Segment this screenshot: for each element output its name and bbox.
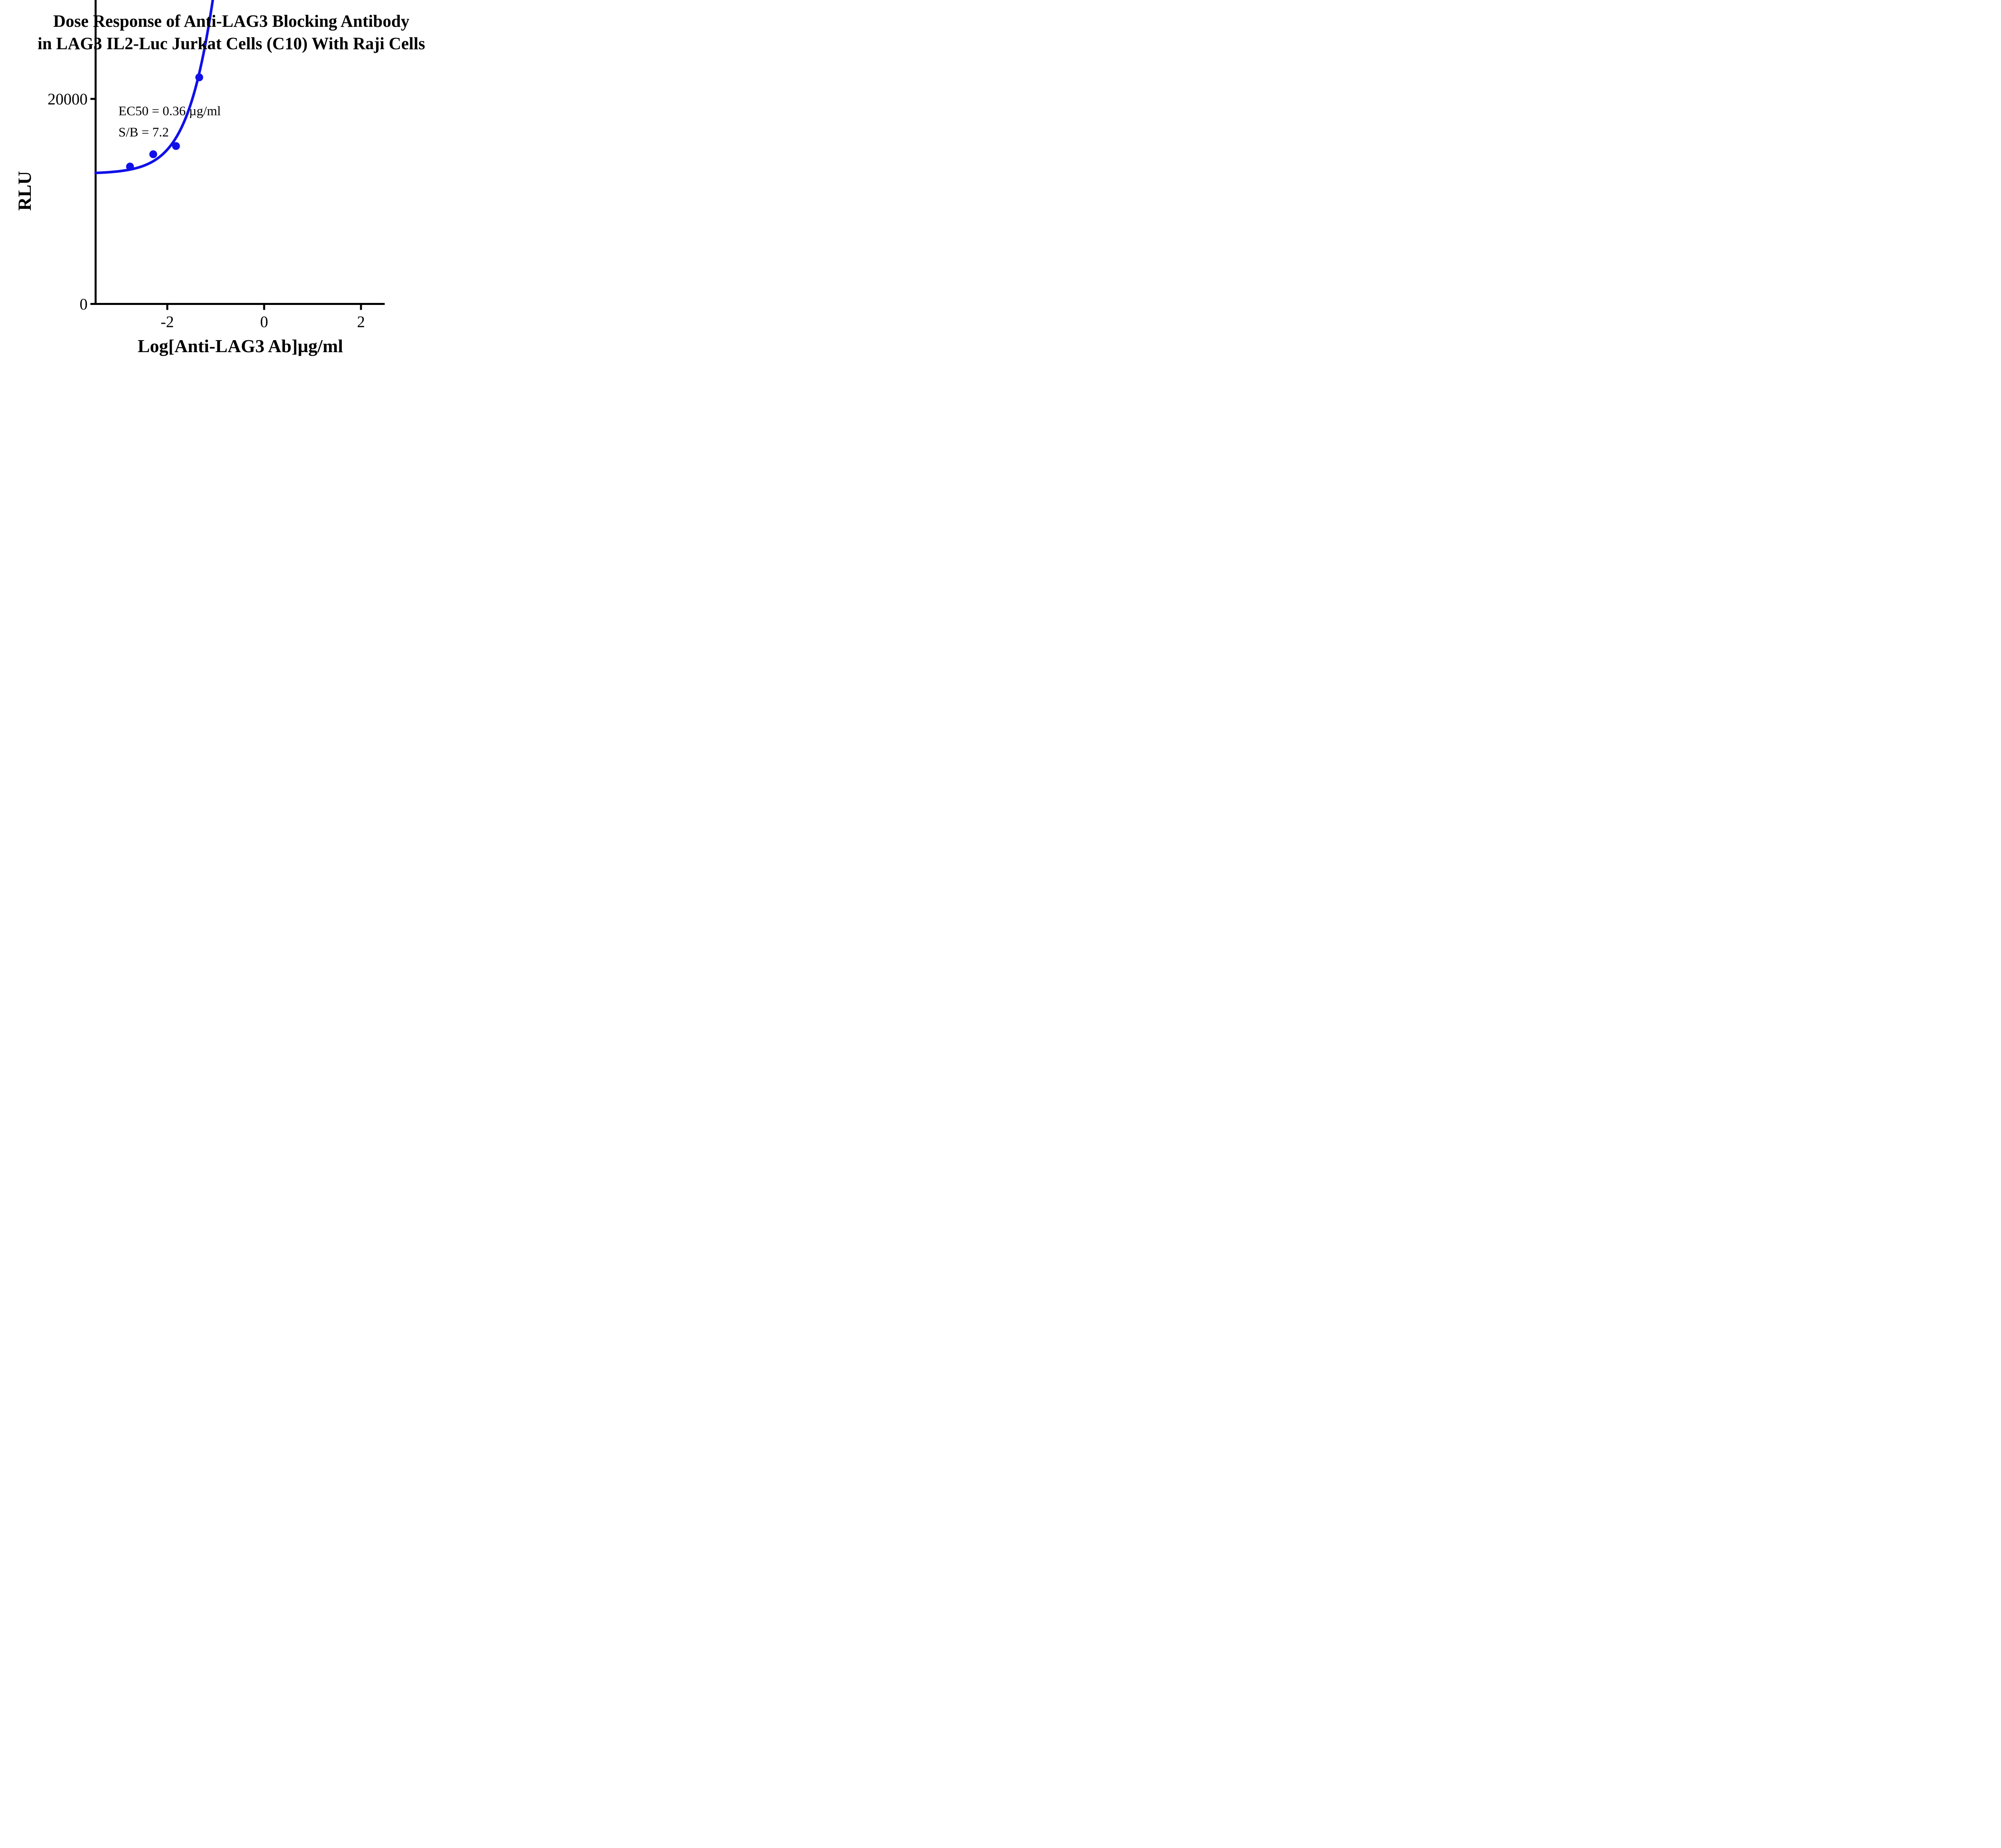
data-point-marker [126, 162, 134, 171]
data-point-marker [172, 142, 180, 150]
ec50-value-text: EC50 = 0.36 µg/ml [118, 104, 221, 118]
y-tick-label: 0 [80, 295, 88, 313]
chart-title: Dose Response of Anti-LAG3 Blocking Anti… [0, 10, 463, 55]
dose-response-chart: 020000400006000080000100000-202 [48, 0, 385, 331]
x-tick-label: 2 [357, 313, 365, 331]
chart-title-line1: Dose Response of Anti-LAG3 Blocking Anti… [53, 12, 409, 31]
y-tick-label: 20000 [48, 90, 88, 108]
x-tick-label: 0 [260, 313, 268, 331]
data-point-marker [195, 73, 203, 82]
x-tick-label: -2 [160, 313, 174, 331]
signal-to-background-text: S/B = 7.2 [118, 125, 169, 140]
fit-results-annotation: EC50 = 0.36 µg/ml S/B = 7.2 [118, 101, 221, 143]
y-axis-title: RLU [14, 171, 35, 211]
fit-curve [94, 0, 214, 174]
x-axis-title: Log[Anti-LAG3 Ab]µg/ml [137, 336, 343, 356]
data-point-marker [149, 150, 157, 158]
figure-canvas: 020000400006000080000100000-202 Dose Res… [0, 0, 463, 370]
chart-title-line2: in LAG3 IL2-Luc Jurkat Cells (C10) With … [37, 34, 425, 53]
